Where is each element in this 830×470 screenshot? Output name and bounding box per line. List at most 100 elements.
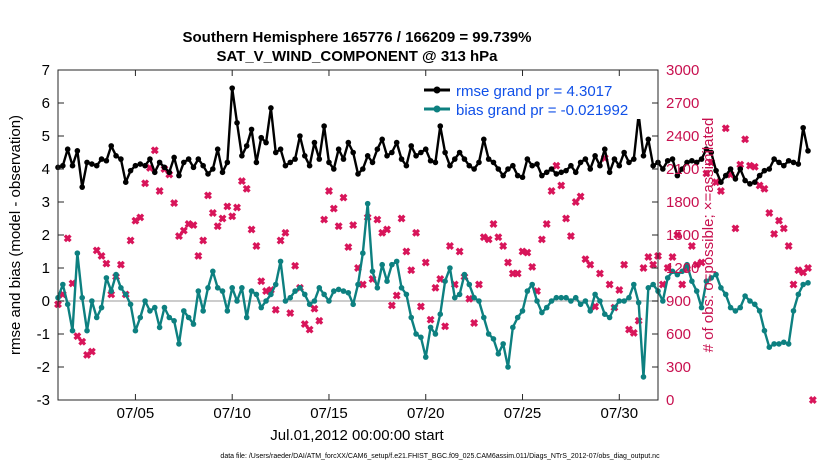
obs-point <box>605 280 614 289</box>
obs-point <box>760 184 769 193</box>
bias-point <box>660 298 666 304</box>
data-file-note: data file: /Users/raeder/DAI/ATM_forcXX/… <box>220 453 660 460</box>
bias-point <box>331 288 337 294</box>
y-left-tick-label: 4 <box>42 161 50 178</box>
obs-point <box>242 184 251 193</box>
obs-point <box>552 161 561 170</box>
bias-point <box>74 250 81 256</box>
y-axis-left: -3 -2 -1 0 1 2 3 4 5 6 7 <box>37 62 64 409</box>
bias-point <box>761 327 768 334</box>
bias-point <box>621 298 627 304</box>
obs-point <box>489 220 498 228</box>
obs-point <box>639 264 648 272</box>
obs-point <box>194 251 203 260</box>
bias-point <box>413 331 419 337</box>
bias-point <box>79 294 85 301</box>
bias-point <box>151 304 158 311</box>
bias-point <box>384 278 390 285</box>
obs-point <box>557 181 566 190</box>
rmse-point <box>534 161 540 167</box>
obs-point <box>97 251 106 260</box>
bias-point <box>693 288 700 294</box>
bias-point <box>103 275 110 281</box>
bias-point <box>108 288 115 294</box>
y-axis-right: 0 300 600 900 1200 1500 1800 2100 2400 2700 3000 <box>652 62 699 409</box>
rmse-point <box>263 139 269 146</box>
obs-point <box>204 191 212 200</box>
rmse-point <box>572 169 579 176</box>
obs-point <box>344 243 353 252</box>
chart-title-line2: SAT_V_WIND_COMPONENT @ 313 hPa <box>216 48 498 65</box>
rmse-point <box>693 159 700 166</box>
legend: rmse grand pr = 4.3017 bias grand pr = -… <box>422 79 650 119</box>
obs-point <box>784 242 793 250</box>
obs-point <box>789 280 798 289</box>
obs-point <box>291 261 300 270</box>
rmse-point <box>713 167 719 174</box>
y-right-tick-label: 1200 <box>666 260 699 277</box>
rmse-point <box>127 167 134 174</box>
obs-point <box>233 203 241 212</box>
y-left-tick-label: 0 <box>42 293 50 310</box>
obs-point <box>687 242 696 250</box>
rmse-point <box>805 148 811 154</box>
bias-point <box>210 268 216 275</box>
bias-point <box>466 281 473 288</box>
obs-point <box>189 221 198 230</box>
bias-point <box>742 293 748 299</box>
obs-point <box>445 242 454 250</box>
obs-point <box>223 202 232 211</box>
bias-point <box>297 285 303 291</box>
bias-point <box>258 304 265 311</box>
rmse-point <box>147 156 153 162</box>
bias-point <box>166 314 173 321</box>
bias-point <box>243 314 250 321</box>
obs-point <box>615 286 624 294</box>
bias-point <box>514 314 521 321</box>
bias-point <box>89 298 95 304</box>
obs-point <box>716 187 725 195</box>
rmse-point <box>481 136 487 143</box>
obs-point <box>741 135 750 144</box>
obs-point <box>175 232 183 241</box>
obs-point <box>421 258 430 267</box>
bias-point <box>587 308 594 314</box>
x-tick-label: 07/10 <box>213 405 251 422</box>
bias-point <box>432 331 439 337</box>
obs-point <box>426 315 435 324</box>
bias-point <box>224 308 231 314</box>
bias-point <box>674 271 681 278</box>
bias-point <box>626 294 632 301</box>
bias-point <box>422 354 429 360</box>
obs-point <box>208 209 217 217</box>
rmse-point <box>756 172 763 179</box>
rmse-point <box>326 159 332 166</box>
rmse-point <box>529 162 535 169</box>
obs-point <box>547 187 556 195</box>
obs-point <box>528 262 537 271</box>
rmse-point <box>684 159 690 166</box>
obs-point <box>334 222 343 231</box>
obs-point <box>779 224 788 233</box>
bias-point <box>171 318 177 324</box>
rmse-point <box>398 156 405 162</box>
y-left-tick-label: 7 <box>42 62 50 79</box>
rmse-point <box>403 162 410 169</box>
bias-point <box>485 331 492 337</box>
obs-point <box>228 212 237 221</box>
obs-point <box>775 216 783 225</box>
obs-point <box>407 266 416 275</box>
y-right-tick-label: 1800 <box>666 194 699 211</box>
obs-point <box>595 269 604 278</box>
bias-point <box>408 314 415 321</box>
bias-point <box>747 298 753 304</box>
rmse-point <box>316 156 323 162</box>
y-axis-left-label: rmse and bias (model - observation) <box>7 115 24 355</box>
chart-title-line1: Southern Hemisphere 165776 / 166209 = 99… <box>183 29 532 46</box>
bias-point <box>127 301 134 308</box>
bias-point <box>442 278 448 285</box>
rmse-point <box>800 124 806 131</box>
rmse-point <box>766 166 773 172</box>
bias-point <box>229 285 235 291</box>
rmse-point <box>543 169 550 176</box>
